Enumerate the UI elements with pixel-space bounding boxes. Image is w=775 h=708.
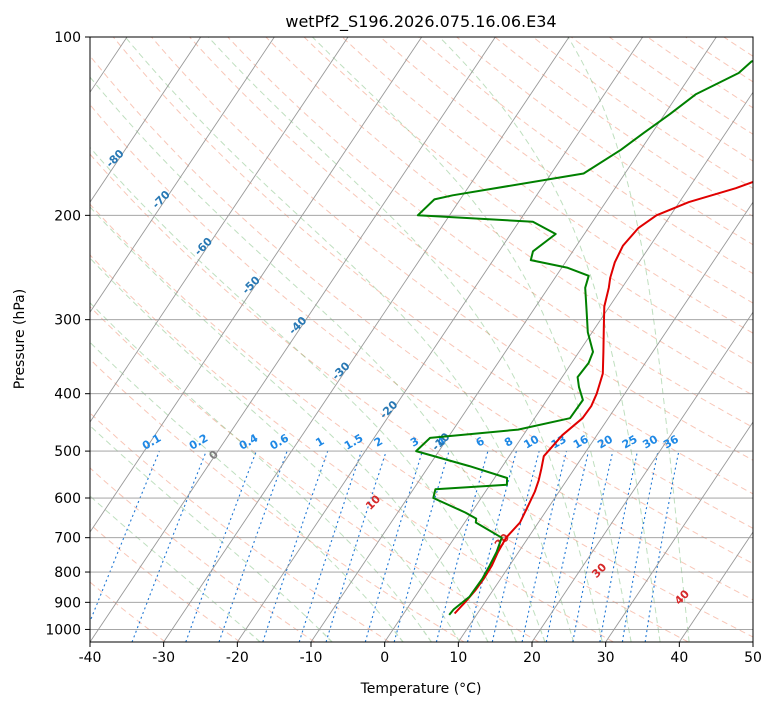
x-tick-label: -20 — [226, 650, 249, 666]
dry-adiabat — [341, 37, 753, 334]
y-tick-label: 200 — [54, 208, 81, 224]
isotherm — [90, 37, 423, 533]
moist-adiabat — [312, 37, 632, 642]
x-tick-label: -10 — [300, 650, 323, 666]
mixing-ratio-line — [185, 450, 257, 642]
isotherm — [163, 37, 570, 642]
y-tick-label: 700 — [54, 531, 81, 547]
plot-frame — [89, 36, 754, 643]
dry-adiabat — [90, 358, 465, 642]
moist-adiabat — [90, 425, 333, 642]
moist-adiabat — [439, 37, 661, 642]
x-tick-label: 20 — [523, 650, 541, 666]
dry-adiabat — [90, 254, 614, 642]
dry-adiabat — [90, 305, 540, 642]
isotherm — [90, 37, 202, 204]
temperature-profile-line — [453, 180, 753, 615]
dry-adiabat — [303, 37, 753, 365]
mixing-ratio-line — [90, 450, 160, 623]
moist-adiabat — [567, 37, 690, 642]
y-axis-label: Pressure (hPa) — [12, 289, 28, 389]
moist-adiabat — [90, 146, 517, 642]
x-axis-label: Temperature (°C) — [360, 681, 482, 697]
x-tick-label: 50 — [744, 650, 762, 666]
dry-adiabat — [90, 203, 689, 642]
mixing-ratio-line — [364, 450, 423, 642]
dry-adiabat — [570, 37, 753, 162]
isotherm — [605, 421, 753, 642]
dry-adiabat — [90, 103, 753, 601]
mixing-ratio-line — [621, 450, 659, 642]
dry-adiabat — [265, 37, 753, 396]
mixing-ratio-line — [131, 450, 207, 642]
y-tick-label: 1000 — [45, 622, 81, 638]
dry-adiabat — [189, 37, 753, 461]
chart-title: wetPf2_S196.2026.075.16.06.E34 — [285, 12, 556, 32]
y-tick-label: 600 — [54, 491, 81, 507]
moist-adiabat — [124, 37, 574, 642]
y-tick-label: 800 — [54, 565, 81, 581]
isotherm — [310, 37, 717, 642]
x-tick-label: -30 — [152, 650, 175, 666]
dry-adiabat — [90, 153, 753, 638]
mixing-ratio-line — [218, 450, 288, 642]
y-tick-label: 300 — [54, 313, 81, 329]
y-tick-label: 900 — [54, 595, 81, 611]
isotherm — [384, 91, 753, 642]
mixing-ratio-line — [393, 450, 450, 642]
y-tick-label: 400 — [54, 387, 81, 403]
dry-adiabat — [380, 37, 753, 304]
x-tick-label: -40 — [79, 650, 102, 666]
isotherm — [236, 37, 644, 642]
axes: -40 -30 -20 -10 0 10 20 30 40 50 100 200 300 400 500 60… — [45, 30, 762, 666]
background-lines — [90, 37, 753, 642]
isotherm — [531, 311, 753, 642]
mixing-ratio-line — [262, 450, 329, 642]
moist-adiabat — [90, 341, 404, 642]
isotherm — [90, 37, 275, 313]
y-tick-label: 500 — [54, 444, 81, 460]
dry-adiabat — [90, 467, 315, 642]
isotherm — [678, 531, 753, 642]
dry-adiabat — [151, 37, 753, 495]
x-tick-label: 30 — [597, 650, 615, 666]
isotherm — [90, 37, 349, 423]
gridlines — [90, 37, 753, 642]
dry-adiabat — [112, 37, 753, 529]
isotherm — [90, 37, 496, 642]
dewpoint-profile-line — [415, 59, 753, 616]
y-tick-label: 100 — [54, 30, 81, 46]
mixing-ratio-line — [644, 450, 680, 642]
dry-adiabat — [90, 523, 241, 642]
dry-adiabat — [90, 55, 753, 565]
mixing-ratio-line — [325, 450, 387, 642]
x-tick-label: 10 — [449, 650, 467, 666]
mixing-ratio-line — [298, 450, 363, 642]
x-tick-label: 0 — [380, 650, 389, 666]
x-tick-label: 40 — [670, 650, 688, 666]
isotherm — [457, 201, 753, 642]
sounding-profiles — [415, 59, 753, 616]
